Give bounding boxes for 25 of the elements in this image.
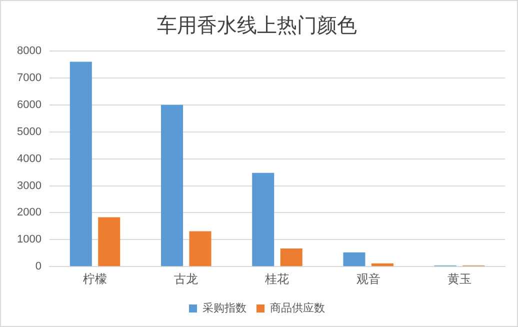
x-tick-label: 古龙 [174,272,198,286]
y-tick-label: 0 [35,260,42,273]
bar [371,263,394,266]
x-tick-label: 黄玉 [447,272,472,286]
x-tick-label: 观音 [356,272,380,286]
x-tick-label: 柠檬 [83,272,108,286]
y-tick-label: 3000 [16,180,42,192]
bar [343,252,366,266]
bar [252,172,274,266]
x-tick-label: 桂花 [264,272,290,286]
y-tick-label: 6000 [16,98,42,111]
y-tick-label: 4000 [16,152,42,165]
legend-label: 商品供应数 [270,301,325,314]
y-tick-label: 7000 [16,72,42,84]
bar [98,217,120,266]
bar [70,62,92,266]
bar [189,231,212,266]
y-tick-label: 2000 [16,206,42,219]
bar [280,248,302,266]
y-tick-label: 1000 [16,234,42,246]
y-tick-label: 8000 [16,45,42,58]
legend-label: 采购指数 [202,301,246,314]
chart-title: 车用香水线上热门颜色 [157,13,357,38]
bar [160,104,184,266]
y-tick-label: 5000 [16,126,42,138]
